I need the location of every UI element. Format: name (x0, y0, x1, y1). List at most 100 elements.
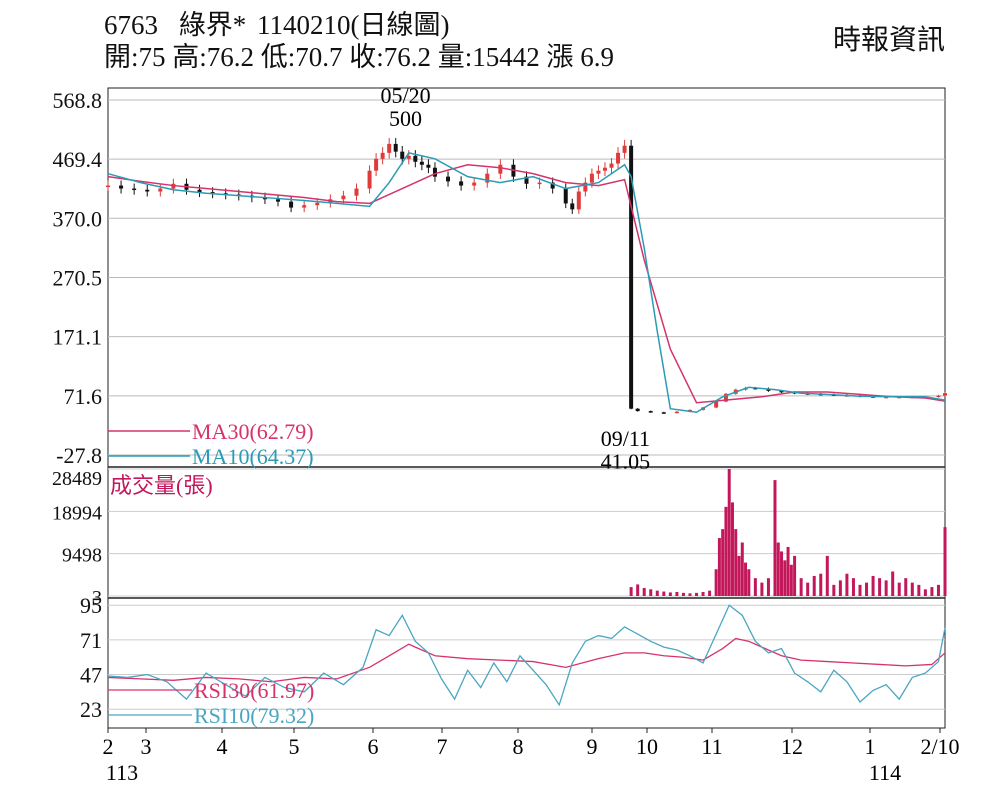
candle-body (570, 203, 575, 210)
volume-bar (910, 582, 914, 596)
price-tick-label: 171.1 (53, 325, 103, 350)
x-tick-label: 3 (141, 734, 152, 759)
price-tick-label: -27.8 (56, 443, 102, 468)
volume-bar (734, 529, 738, 596)
x-tick-label: 7 (437, 734, 448, 759)
candle-body (145, 189, 150, 192)
candle-body (943, 393, 947, 396)
low-value-label: 41.05 (601, 449, 651, 474)
volume-bar (681, 592, 685, 596)
volume-bar (891, 571, 895, 596)
volume-bar (780, 551, 784, 596)
volume-bar (871, 575, 875, 596)
candle-body (524, 176, 529, 184)
volume-bar (636, 584, 640, 596)
volume-bar (708, 590, 712, 596)
rsi-tick-label: 47 (80, 663, 102, 688)
candle-body (158, 188, 163, 192)
candle-body (197, 189, 202, 193)
volume-tick-label: 9498 (62, 545, 102, 567)
volume-bar (930, 587, 934, 596)
x-tick-label: 8 (513, 734, 524, 759)
candle-body (629, 145, 634, 409)
price-tick-label: 469.4 (53, 147, 103, 172)
price-tick-label: 370.0 (53, 206, 103, 231)
candle-body (262, 197, 267, 200)
volume-bar (865, 582, 869, 596)
x-tick-label: 6 (368, 734, 379, 759)
candle-body (367, 170, 372, 189)
volume-bar (884, 580, 888, 596)
candle-body (106, 185, 110, 188)
chart-title: 6763 綠界* 1140210(日線圖) (104, 10, 449, 40)
volume-bar (923, 589, 927, 596)
volume-bar (655, 590, 659, 596)
volume-bar (776, 542, 780, 596)
volume-bar (878, 578, 882, 596)
volume-bar (783, 560, 787, 596)
rsi-tick-label: 95 (80, 593, 102, 618)
x-tick-label: 1 (865, 734, 876, 759)
candle-body (432, 167, 437, 177)
volume-bar (936, 584, 940, 596)
candle-body (446, 176, 451, 182)
volume-bar (675, 591, 679, 596)
plot-frame (107, 87, 946, 729)
rsi30-legend: RSI30(61.97) (194, 678, 314, 703)
volume-bar (793, 555, 797, 596)
candle-body (419, 161, 424, 165)
price-tick-label: 270.5 (53, 266, 103, 291)
candle-body (210, 192, 215, 194)
candle-body (393, 143, 398, 152)
volume-bar (806, 582, 810, 596)
candle-body (387, 143, 392, 153)
volume-bar (688, 593, 692, 596)
rsi10-line (107, 604, 946, 707)
candle-body (119, 185, 124, 189)
ma30-legend: MA30(62.79) (192, 419, 314, 444)
candle-body (576, 191, 581, 210)
candle-body (315, 202, 320, 206)
x-tick-label: 11 (701, 734, 722, 759)
candle-body (602, 167, 607, 171)
x-tick-label: 4 (217, 734, 228, 759)
volume-bar (858, 584, 862, 596)
low-date-label: 09/11 (601, 426, 650, 451)
candle-body (132, 188, 137, 191)
volume-bar (724, 506, 728, 596)
candle-body (622, 145, 627, 153)
candle-body (289, 201, 294, 208)
candle-body (661, 412, 666, 414)
rsi30-line (107, 637, 946, 683)
rsi-tick-label: 23 (80, 697, 102, 722)
volume-bar (825, 555, 829, 596)
candle-body (648, 411, 653, 413)
chart-kind: (日線圖) (350, 10, 450, 40)
candle-body (380, 152, 385, 159)
volume-bar (714, 569, 718, 596)
candle-body (550, 182, 555, 189)
volume-bar (642, 587, 646, 596)
candle-body (723, 393, 728, 402)
x-tick-label: 2/10 (920, 734, 959, 759)
candle-body (596, 170, 601, 174)
volume-bar (819, 573, 823, 596)
x-tick-label: 12 (781, 734, 803, 759)
volume-bar (747, 569, 751, 596)
volume-bar (904, 578, 908, 596)
ma10-line (107, 151, 946, 414)
x-tick-label: 5 (289, 734, 300, 759)
price-tick-label: 568.8 (53, 88, 103, 113)
volume-bar (766, 578, 770, 596)
stock-code: 6763 (104, 10, 158, 40)
candle-body (589, 173, 594, 183)
volume-bar (649, 589, 653, 596)
volume-bar (786, 546, 790, 596)
volume-bar (740, 542, 744, 596)
volume-bar (845, 573, 849, 596)
candle-body (426, 164, 431, 168)
candle-body (635, 408, 640, 412)
candle-body (341, 195, 346, 200)
candle-body (583, 182, 588, 192)
